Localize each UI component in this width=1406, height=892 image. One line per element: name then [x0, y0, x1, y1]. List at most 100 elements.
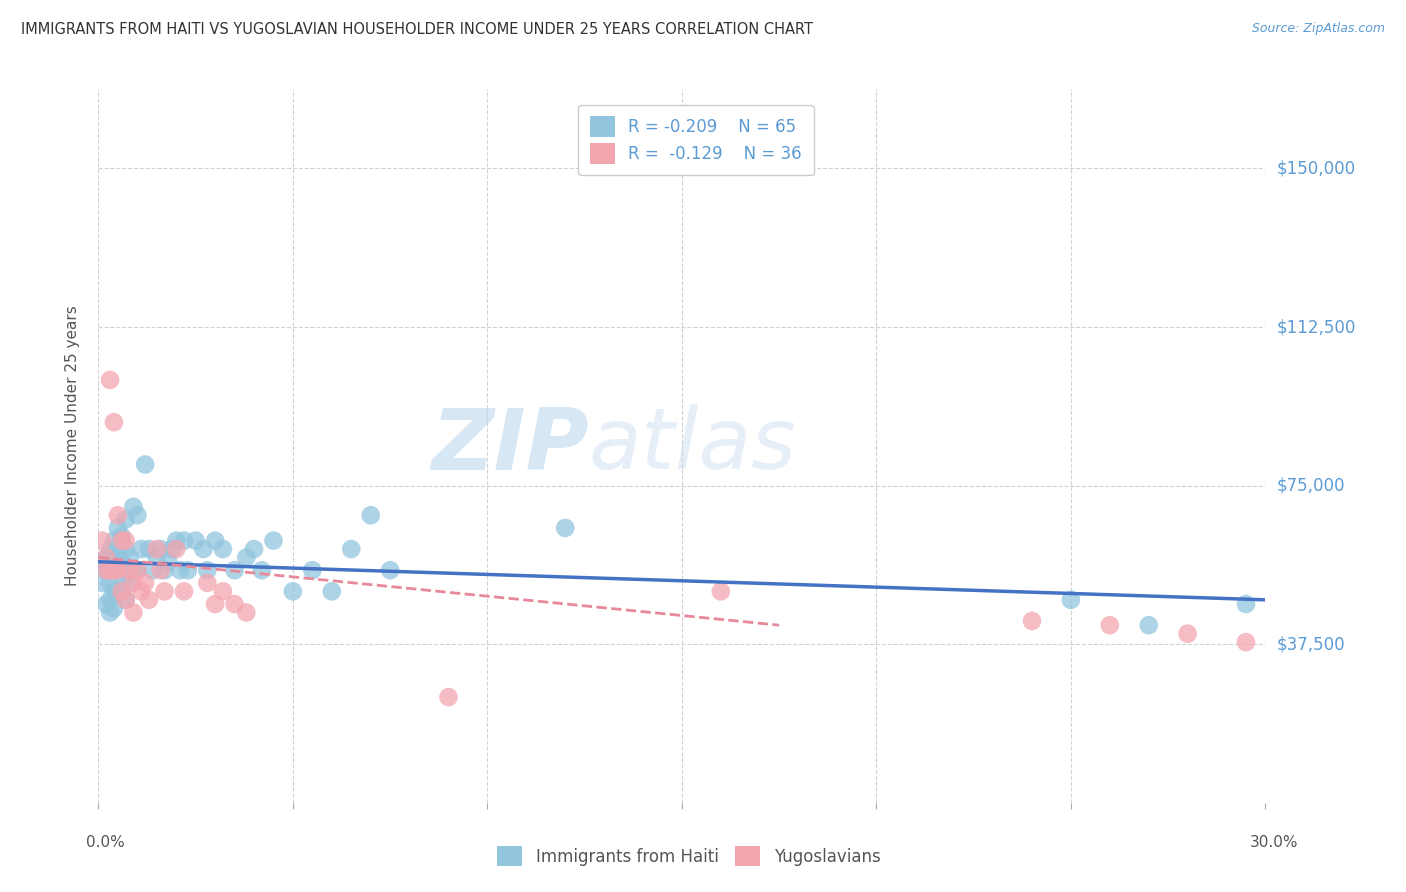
Point	[204, 533, 226, 548]
Text: Source: ZipAtlas.com: Source: ZipAtlas.com	[1251, 22, 1385, 36]
Point	[169, 563, 191, 577]
Point	[98, 606, 121, 620]
Point	[114, 592, 136, 607]
Point	[554, 521, 576, 535]
Point	[212, 542, 235, 557]
Text: atlas: atlas	[589, 404, 797, 488]
Point	[129, 542, 152, 557]
Point	[103, 563, 125, 577]
Point	[111, 555, 134, 569]
Point	[107, 521, 129, 535]
Point	[162, 542, 184, 557]
Point	[107, 563, 129, 577]
Point	[122, 563, 145, 577]
Point	[204, 597, 226, 611]
Point	[103, 533, 125, 548]
Point	[184, 533, 207, 548]
Point	[146, 542, 169, 557]
Text: 30.0%: 30.0%	[1250, 836, 1298, 850]
Point	[118, 550, 141, 565]
Point	[173, 533, 195, 548]
Point	[177, 563, 200, 577]
Point	[103, 550, 125, 565]
Point	[224, 597, 246, 611]
Point	[118, 563, 141, 577]
Legend: R = -0.209    N = 65, R =  -0.129    N = 36: R = -0.209 N = 65, R = -0.129 N = 36	[578, 104, 814, 176]
Point	[142, 563, 165, 577]
Point	[96, 563, 118, 577]
Point	[111, 575, 134, 590]
Point	[1137, 618, 1160, 632]
Point	[91, 575, 114, 590]
Point	[114, 592, 136, 607]
Point	[146, 550, 169, 565]
Point	[224, 563, 246, 577]
Point	[378, 563, 402, 577]
Point	[138, 542, 160, 557]
Point	[149, 542, 172, 557]
Point	[103, 584, 125, 599]
Point	[96, 550, 118, 565]
Point	[91, 533, 114, 548]
Point	[149, 563, 172, 577]
Point	[103, 601, 125, 615]
Point	[262, 533, 284, 548]
Point	[212, 584, 235, 599]
Point	[98, 575, 121, 590]
Point	[1060, 592, 1083, 607]
Point	[107, 542, 129, 557]
Point	[91, 555, 114, 569]
Point	[111, 584, 134, 599]
Point	[98, 563, 121, 577]
Point	[118, 575, 141, 590]
Point	[114, 542, 136, 557]
Point	[153, 584, 176, 599]
Point	[107, 508, 129, 523]
Point	[129, 584, 152, 599]
Point	[103, 415, 125, 429]
Point	[138, 592, 160, 607]
Y-axis label: Householder Income Under 25 years: Householder Income Under 25 years	[65, 306, 80, 586]
Point	[122, 575, 145, 590]
Point	[98, 563, 121, 577]
Point	[127, 563, 149, 577]
Point	[114, 533, 136, 548]
Point	[321, 584, 343, 599]
Point	[111, 533, 134, 548]
Text: ZIP: ZIP	[430, 404, 589, 488]
Point	[710, 584, 733, 599]
Point	[165, 542, 187, 557]
Point	[98, 373, 121, 387]
Point	[114, 512, 136, 526]
Point	[127, 508, 149, 523]
Point	[157, 555, 180, 569]
Point	[281, 584, 304, 599]
Point	[127, 563, 149, 577]
Point	[195, 575, 218, 590]
Text: $150,000: $150,000	[1277, 160, 1355, 178]
Point	[111, 529, 134, 543]
Point	[1177, 626, 1199, 640]
Point	[195, 563, 218, 577]
Text: 0.0%: 0.0%	[86, 836, 125, 850]
Point	[134, 458, 156, 472]
Text: $75,000: $75,000	[1277, 476, 1346, 495]
Point	[96, 550, 118, 565]
Point	[193, 542, 215, 557]
Point	[134, 575, 156, 590]
Point	[235, 606, 257, 620]
Point	[98, 592, 121, 607]
Point	[103, 563, 125, 577]
Point	[122, 500, 145, 514]
Point	[114, 563, 136, 577]
Text: IMMIGRANTS FROM HAITI VS YUGOSLAVIAN HOUSEHOLDER INCOME UNDER 25 YEARS CORRELATI: IMMIGRANTS FROM HAITI VS YUGOSLAVIAN HOU…	[21, 22, 813, 37]
Point	[96, 563, 118, 577]
Point	[107, 584, 129, 599]
Point	[165, 533, 187, 548]
Text: $112,500: $112,500	[1277, 318, 1355, 336]
Point	[340, 542, 363, 557]
Point	[1234, 597, 1257, 611]
Text: $37,500: $37,500	[1277, 635, 1346, 653]
Point	[1098, 618, 1121, 632]
Point	[437, 690, 460, 704]
